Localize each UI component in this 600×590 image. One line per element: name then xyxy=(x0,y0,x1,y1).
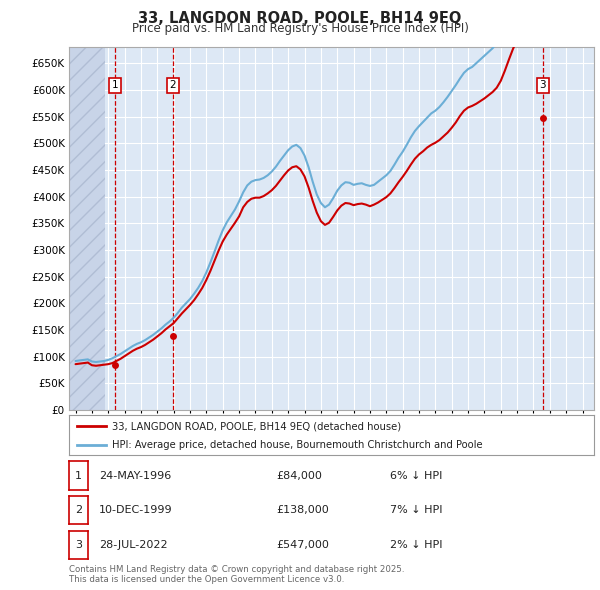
Text: Price paid vs. HM Land Registry's House Price Index (HPI): Price paid vs. HM Land Registry's House … xyxy=(131,22,469,35)
Text: 7% ↓ HPI: 7% ↓ HPI xyxy=(390,505,443,514)
Text: 2: 2 xyxy=(75,505,82,514)
Text: HPI: Average price, detached house, Bournemouth Christchurch and Poole: HPI: Average price, detached house, Bour… xyxy=(112,441,482,450)
Text: 2% ↓ HPI: 2% ↓ HPI xyxy=(390,540,443,550)
Text: 10-DEC-1999: 10-DEC-1999 xyxy=(99,505,173,514)
Text: 6% ↓ HPI: 6% ↓ HPI xyxy=(390,471,442,480)
Text: 28-JUL-2022: 28-JUL-2022 xyxy=(99,540,167,550)
Text: 3: 3 xyxy=(539,80,546,90)
Text: 1: 1 xyxy=(75,471,82,480)
Text: 33, LANGDON ROAD, POOLE, BH14 9EQ: 33, LANGDON ROAD, POOLE, BH14 9EQ xyxy=(139,11,461,25)
Text: 24-MAY-1996: 24-MAY-1996 xyxy=(99,471,171,480)
Text: 1: 1 xyxy=(112,80,118,90)
Text: 3: 3 xyxy=(75,540,82,550)
Bar xyxy=(69,47,105,410)
Text: 2: 2 xyxy=(169,80,176,90)
Text: 33, LANGDON ROAD, POOLE, BH14 9EQ (detached house): 33, LANGDON ROAD, POOLE, BH14 9EQ (detac… xyxy=(112,421,401,431)
Text: Contains HM Land Registry data © Crown copyright and database right 2025.
This d: Contains HM Land Registry data © Crown c… xyxy=(69,565,404,584)
Text: £547,000: £547,000 xyxy=(276,540,329,550)
Text: £138,000: £138,000 xyxy=(276,505,329,514)
Text: £84,000: £84,000 xyxy=(276,471,322,480)
